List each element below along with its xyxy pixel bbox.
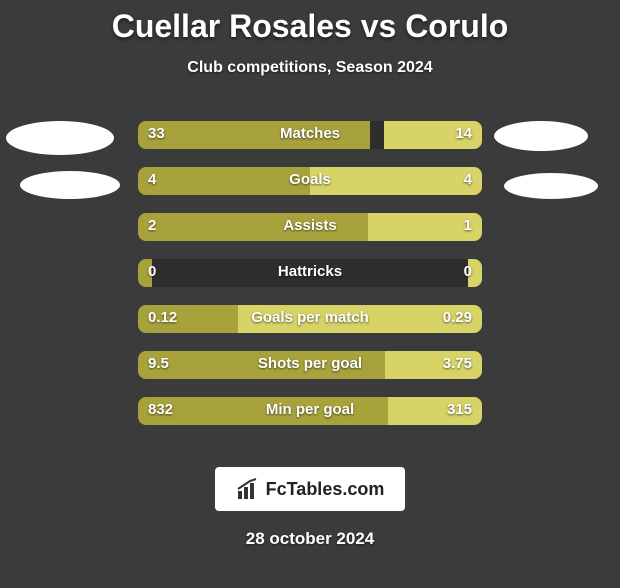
decorative-ellipse — [494, 121, 588, 151]
stats-comparison-area: 3314Matches 44Goals 21Assists 00Hattricks 0.… — [0, 111, 620, 451]
stat-bar-right — [468, 259, 482, 287]
decorative-ellipse — [504, 173, 598, 199]
stat-bar-left — [138, 397, 388, 425]
stat-bar-left — [138, 213, 368, 241]
date-label: 28 october 2024 — [0, 529, 620, 549]
stat-row: 44Goals — [138, 167, 482, 195]
stat-row: 00Hattricks — [138, 259, 482, 287]
chart-icon — [236, 477, 260, 501]
stat-bar-right — [238, 305, 482, 333]
stat-row: 832315Min per goal — [138, 397, 482, 425]
logo-text: FcTables.com — [266, 479, 385, 500]
stat-row: 21Assists — [138, 213, 482, 241]
stat-bar-left — [138, 167, 310, 195]
stat-bar-left — [138, 259, 152, 287]
stat-bar-right — [384, 121, 482, 149]
decorative-ellipse — [6, 121, 114, 155]
stat-bar-right — [368, 213, 482, 241]
stat-bar-left — [138, 305, 238, 333]
stat-bar-left — [138, 121, 370, 149]
stat-bar-left — [138, 351, 385, 379]
stat-bar-right — [310, 167, 482, 195]
page-title: Cuellar Rosales vs Corulo — [0, 8, 620, 45]
stat-bar-right — [388, 397, 482, 425]
site-logo-box: FcTables.com — [215, 467, 405, 511]
subtitle: Club competitions, Season 2024 — [0, 59, 620, 77]
stat-row: 3314Matches — [138, 121, 482, 149]
stat-row: 9.53.75Shots per goal — [138, 351, 482, 379]
stat-bar-right — [385, 351, 482, 379]
decorative-ellipse — [20, 171, 120, 199]
stat-row: 0.120.29Goals per match — [138, 305, 482, 333]
stat-label: Hattricks — [138, 263, 482, 280]
